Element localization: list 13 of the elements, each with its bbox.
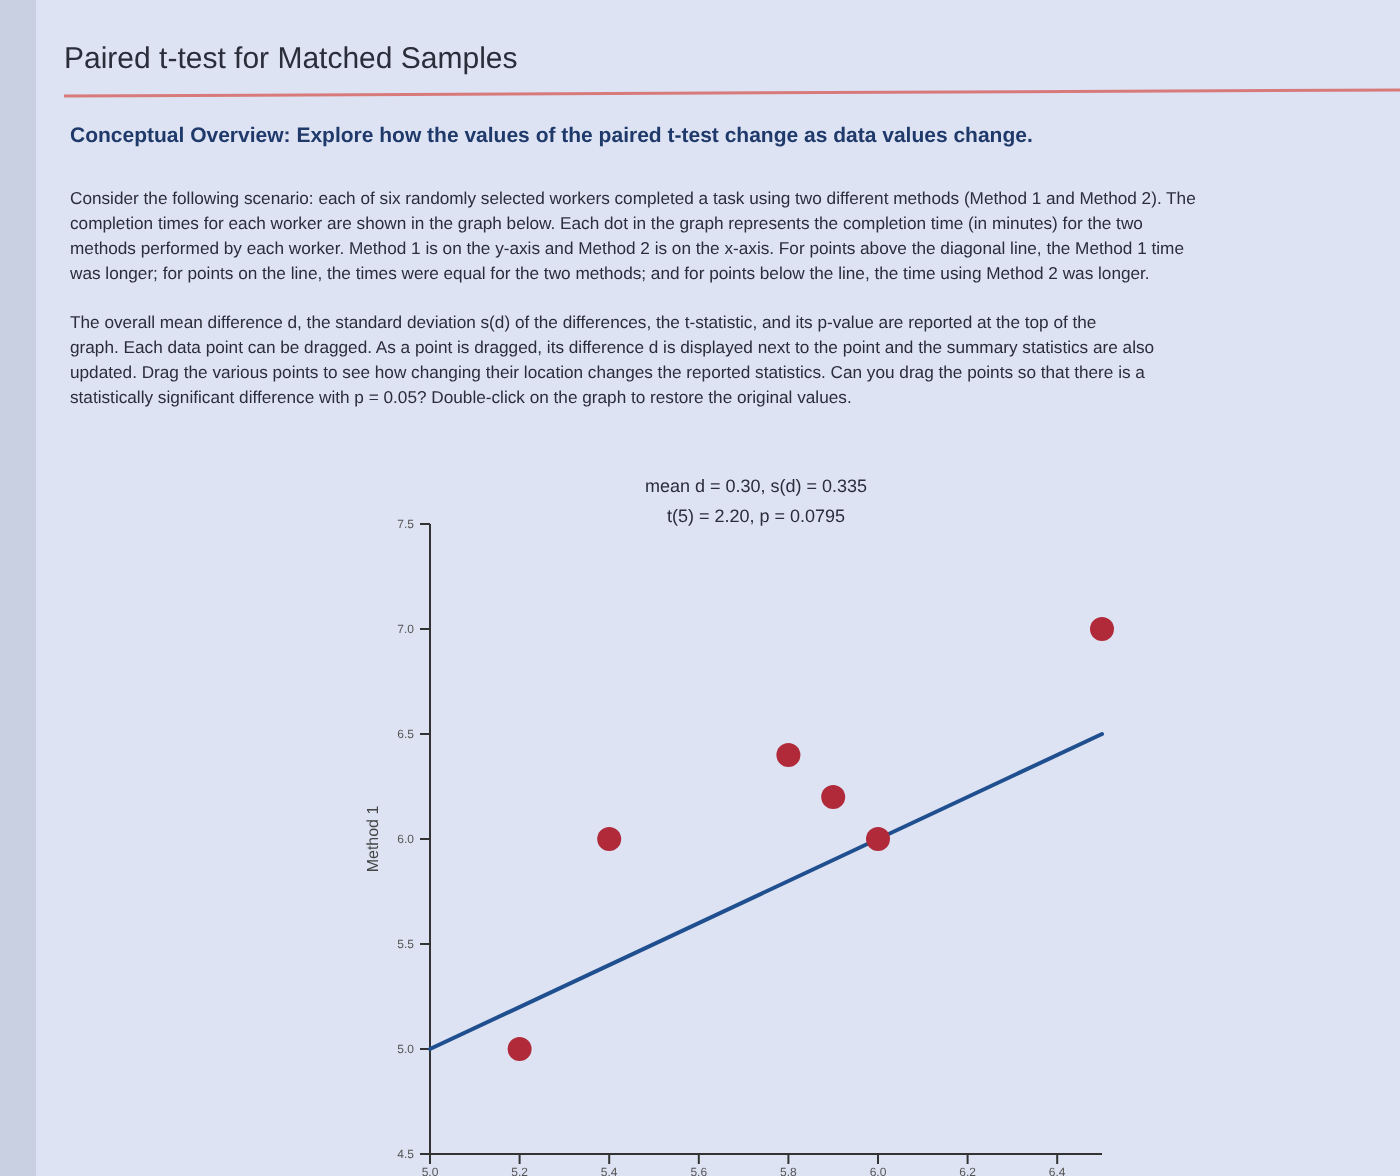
y-axis-title: Method 1	[364, 804, 382, 873]
text: The overall mean difference d, the standard deviation s(d) of the differences, the t-statistic, and its p-value are reported at the top of the graph. Each data point can be dragged. As a point is dragged, its difference d is displayed next to the point and the summary statistics are also updated. Drag the various points to see how changing their location changes the reported statistics. Can you drag the points so that there is a statistically significant difference with p = 0.05? Double-click on the graph to restore the original values.	[70, 312, 1155, 407]
point	[821, 785, 846, 809]
text: mean d = 0.30, s(d) = 0.335	[644, 476, 868, 496]
chart-subtitle: Conceptual Overview: Explore how the values of the paired t-test change as data values change.	[70, 124, 1033, 148]
point	[1090, 617, 1114, 641]
point	[776, 743, 801, 767]
chart-title: Paired t-test for Matched Samples	[64, 42, 518, 76]
point	[866, 827, 890, 851]
annotation: t(5) = 2.20, p = 0.0795	[666, 506, 846, 526]
text: Consider the following scenario: each of six randomly selected workers completed a task using two different methods (Method 1 and Method 2). The completion times for each worker are shown in the graph below. Each dot in the graph represents the completion time (in minutes) for the two methods performed by each worker. Method 1 is on the y-axis and Method 2 is on the x-axis. For points above the diagonal line, the Method 1 time was longer; for points on the line, the times were equal for the two methods; and for points below the line, the time using Method 2 was longer.	[68, 188, 1197, 283]
point	[597, 827, 622, 851]
point	[507, 1037, 532, 1061]
